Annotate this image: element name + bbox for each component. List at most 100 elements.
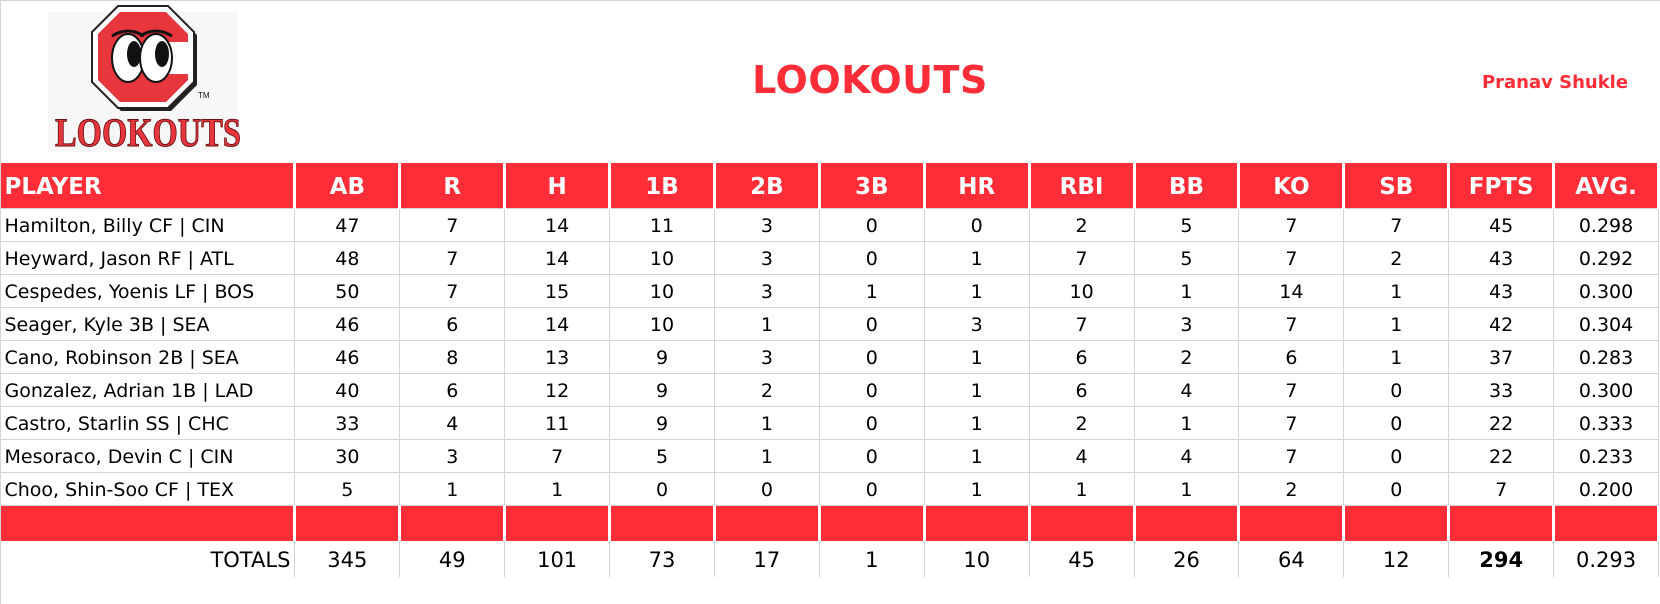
totals-row: TOTALS 345 49 101 73 17 1 10 45 26 64 12… (0, 541, 1659, 577)
column-header-sb: SB (1342, 163, 1451, 208)
cell-player: Heyward, Jason RF | ATL (0, 240, 296, 275)
cell-hr: 1 (923, 372, 1030, 407)
table-row: Hamilton, Billy CF | CIN 47 7 14 11 3 0 0 2 5 7 7 45… (0, 207, 1659, 242)
cell-sb: 0 (1343, 438, 1450, 473)
cell-bb: 1 (1133, 273, 1240, 308)
total-1b: 73 (609, 541, 715, 577)
total-avg: 0.293 (1553, 541, 1659, 577)
cell-3b: 0 (818, 405, 925, 440)
cell-hr: 0 (923, 207, 1030, 242)
cell-player: Cespedes, Yoenis LF | BOS (0, 273, 296, 308)
cell-player: Hamilton, Billy CF | CIN (0, 207, 296, 242)
cell-3b: 0 (818, 471, 925, 506)
cell-avg: 0.304 (1553, 306, 1659, 341)
cell-rbi: 1 (1028, 471, 1135, 506)
cell-bb: 4 (1133, 438, 1240, 473)
cell-rbi: 6 (1028, 339, 1135, 374)
cell-r: 8 (399, 339, 506, 374)
cell-bb: 1 (1133, 405, 1240, 440)
column-header-r: R (398, 163, 507, 208)
cell-r: 7 (399, 273, 506, 308)
cell-sb: 1 (1343, 339, 1450, 374)
column-header-ko: KO (1237, 163, 1346, 208)
stats-table: PLAYER AB R H 1B 2B 3B HR RBI BB KO SB F… (0, 163, 1660, 577)
svg-text:LOOKOUTS: LOOKOUTS (55, 110, 241, 155)
cell-ko: 7 (1238, 438, 1345, 473)
cell-r: 3 (399, 438, 506, 473)
cell-1b: 0 (609, 471, 715, 506)
cell-fpts: 43 (1448, 273, 1555, 308)
cell-2b: 3 (713, 273, 820, 308)
total-sb: 12 (1343, 541, 1450, 577)
cell-avg: 0.298 (1553, 207, 1659, 242)
total-r: 49 (399, 541, 506, 577)
cell-fpts: 22 (1448, 438, 1555, 473)
cell-1b: 10 (609, 273, 715, 308)
cell-player: Castro, Starlin SS | CHC (0, 405, 296, 440)
column-header-3b: 3B (817, 163, 926, 208)
total-2b: 17 (713, 541, 820, 577)
cell-sb: 1 (1343, 273, 1450, 308)
cell-h: 13 (504, 339, 611, 374)
cell-1b: 10 (609, 240, 715, 275)
cell-player: Cano, Robinson 2B | SEA (0, 339, 296, 374)
cell-r: 1 (399, 471, 506, 506)
cell-hr: 1 (923, 273, 1030, 308)
cell-ab: 40 (294, 372, 401, 407)
cell-3b: 0 (818, 240, 925, 275)
cell-sb: 1 (1343, 306, 1450, 341)
column-header-1b: 1B (608, 163, 716, 208)
cell-rbi: 7 (1028, 306, 1135, 341)
table-row: Choo, Shin-Soo CF | TEX 5 1 1 0 0 0 1 1 1 2 0 7 0.200 (0, 471, 1659, 506)
cell-h: 11 (504, 405, 611, 440)
lookouts-logo-icon: TM LOOKOUTS (48, 5, 242, 156)
total-ab: 345 (294, 541, 401, 577)
team-logo: TM LOOKOUTS (48, 2, 258, 158)
cell-h: 15 (504, 273, 611, 308)
cell-h: 14 (504, 240, 611, 275)
cell-sb: 7 (1343, 207, 1450, 242)
header-row: PLAYER AB R H 1B 2B 3B HR RBI BB KO SB F… (0, 163, 1660, 208)
column-header-rbi: RBI (1027, 163, 1136, 208)
cell-ab: 48 (294, 240, 401, 275)
total-h: 101 (504, 541, 611, 577)
cell-avg: 0.283 (1553, 339, 1659, 374)
cell-ab: 30 (294, 438, 401, 473)
column-header-2b: 2B (712, 163, 821, 208)
cell-1b: 11 (609, 207, 715, 242)
column-header-bb: BB (1132, 163, 1241, 208)
cell-ab: 47 (294, 207, 401, 242)
cell-ko: 7 (1238, 207, 1345, 242)
cell-rbi: 7 (1028, 240, 1135, 275)
table-row: Cano, Robinson 2B | SEA 46 8 13 9 3 0 1 6 2 6 1 37 0.… (0, 339, 1659, 374)
cell-r: 7 (399, 207, 506, 242)
cell-1b: 5 (609, 438, 715, 473)
total-rbi: 45 (1028, 541, 1135, 577)
cell-2b: 0 (713, 471, 820, 506)
table-row: Mesoraco, Devin C | CIN 30 3 7 5 1 0 1 4 4 7 0 22 0.2… (0, 438, 1659, 473)
cell-avg: 0.300 (1553, 273, 1659, 308)
total-bb: 26 (1133, 541, 1240, 577)
cell-3b: 0 (818, 339, 925, 374)
cell-ko: 6 (1238, 339, 1345, 374)
cell-ko: 7 (1238, 240, 1345, 275)
cell-hr: 1 (923, 471, 1030, 506)
cell-hr: 1 (923, 405, 1030, 440)
cell-bb: 1 (1133, 471, 1240, 506)
cell-ko: 7 (1238, 405, 1345, 440)
cell-r: 7 (399, 240, 506, 275)
cell-ab: 5 (294, 471, 401, 506)
cell-1b: 9 (609, 405, 715, 440)
cell-player: Gonzalez, Adrian 1B | LAD (0, 372, 296, 407)
svg-text:TM: TM (198, 91, 210, 100)
cell-ko: 14 (1238, 273, 1345, 308)
cell-1b: 10 (609, 306, 715, 341)
cell-hr: 1 (923, 339, 1030, 374)
cell-player: Choo, Shin-Soo CF | TEX (0, 471, 296, 506)
column-header-avg: AVG. (1552, 163, 1660, 208)
cell-2b: 3 (713, 339, 820, 374)
cell-r: 6 (399, 306, 506, 341)
cell-ab: 46 (294, 339, 401, 374)
cell-bb: 5 (1133, 207, 1240, 242)
cell-2b: 3 (713, 207, 820, 242)
